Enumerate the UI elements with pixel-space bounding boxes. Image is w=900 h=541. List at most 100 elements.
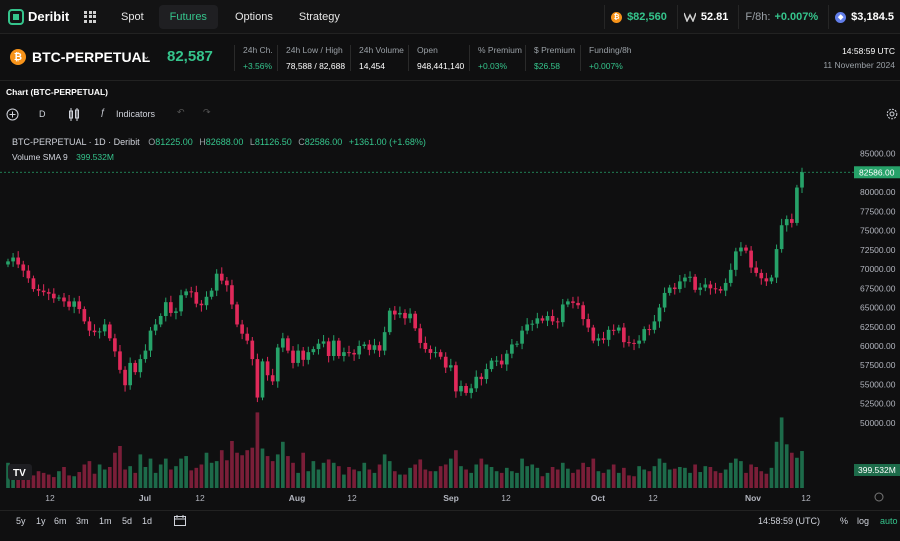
time-tick-label: Sep [443, 493, 459, 503]
volume-bar [392, 471, 397, 488]
candle-body [652, 321, 657, 330]
range-1d[interactable]: 1d [142, 516, 153, 526]
candle-body [245, 333, 250, 341]
volume-bar [102, 469, 107, 488]
ticker-funding[interactable]: F/8h: +0.007% [738, 5, 824, 29]
volume-bar [11, 477, 15, 488]
interval-selector[interactable]: D [39, 109, 46, 119]
bottom-time[interactable]: 14:58:59 (UTC) [758, 516, 821, 526]
candle-body [774, 249, 779, 278]
ticker-btc-value: $82,560 [627, 11, 667, 23]
volume-legend: Volume SMA 9 399.532M [12, 152, 114, 162]
volume-bar [474, 464, 479, 488]
chevron-down-icon[interactable]: ⌄ [142, 51, 151, 62]
volume-legend-value: 399.532M [76, 152, 114, 162]
candle-body [357, 346, 362, 355]
auto-toggle[interactable]: auto [880, 516, 898, 526]
add-symbol-icon[interactable] [6, 108, 19, 121]
stat-value: +0.03% [478, 61, 508, 71]
candle-body [235, 304, 239, 325]
candle-body [367, 344, 372, 350]
candle-body [174, 311, 178, 313]
range-5d[interactable]: 5d [122, 516, 133, 526]
ticker-eth[interactable]: ◆ $3,184.5 [828, 5, 900, 29]
candle-body [6, 261, 10, 265]
candle-body [464, 386, 468, 393]
range-6m[interactable]: 6m [54, 516, 67, 526]
price-chart[interactable]: 85000.0082500.0080000.0077500.0075000.00… [0, 128, 900, 510]
stat-dollar-premium: $ Premium $26.58 [525, 45, 575, 71]
volume-bar [72, 476, 76, 488]
volume-bar [377, 464, 382, 488]
stat-24h-volume: 24h Volume 14,454 [350, 45, 404, 71]
volume-bar [275, 454, 280, 488]
candle-body [26, 270, 31, 279]
candle-body [718, 289, 723, 291]
tab-strategy[interactable]: Strategy [298, 10, 340, 23]
settings-gear-icon[interactable] [886, 108, 898, 120]
axis-settings-icon[interactable] [874, 492, 884, 502]
volume-bar [622, 467, 626, 488]
tab-options[interactable]: Options [234, 10, 273, 23]
apps-grid-icon[interactable] [84, 10, 96, 23]
range-1y[interactable]: 1y [36, 516, 46, 526]
volume-bar [616, 472, 621, 488]
candle-body [67, 301, 71, 307]
candle-body [102, 324, 107, 332]
candle-body [601, 338, 606, 340]
volume-bar [545, 472, 550, 488]
candle-body [683, 277, 687, 282]
candle-body [143, 350, 148, 360]
log-toggle[interactable]: log [857, 516, 870, 526]
candle-body [560, 304, 565, 323]
instrument-name[interactable]: BTC-PERPETUAL [32, 49, 151, 65]
candle-body [184, 291, 188, 296]
tab-spot[interactable]: Spot [121, 10, 144, 23]
range-1m[interactable]: 1m [99, 516, 112, 526]
redo-icon[interactable]: ↷ [203, 107, 211, 117]
price-tick-label: 50000.00 [860, 418, 896, 428]
volume-bar [520, 458, 524, 488]
candle-body [581, 305, 585, 320]
candle-body [611, 329, 616, 331]
ticker-btc[interactable]: ₿ $82,560 [604, 5, 673, 29]
tab-futures[interactable]: Futures [158, 4, 218, 29]
indicators-icon[interactable]: ƒ [100, 107, 106, 117]
volume-bar [77, 472, 82, 488]
volume-bar [423, 469, 428, 488]
range-5y[interactable]: 5y [16, 516, 26, 526]
volume-bar [591, 458, 596, 488]
volume-bar [601, 472, 606, 488]
candle-body [734, 251, 738, 270]
volume-bar [41, 472, 46, 488]
stat-value: +0.007% [589, 61, 623, 71]
volume-bar [454, 450, 458, 488]
volume-bar [97, 464, 102, 488]
legend-open: 81225.00 [155, 137, 193, 147]
deribit-logo[interactable]: Deribit [8, 8, 70, 25]
candle-body [118, 351, 122, 370]
range-3m[interactable]: 3m [76, 516, 89, 526]
volume-bar [683, 467, 687, 488]
percent-toggle[interactable]: % [840, 516, 849, 526]
date-range-calendar-icon[interactable] [174, 515, 186, 526]
volume-bar [250, 447, 255, 488]
candle-body [728, 269, 733, 283]
volume-bar [504, 467, 509, 488]
ticker-dvol[interactable]: 52.81 [676, 5, 735, 29]
volume-bar [571, 472, 575, 488]
ticker-eth-value: $3,184.5 [851, 11, 894, 23]
volume-bar [357, 471, 362, 488]
indicators-button[interactable]: Indicators [116, 109, 156, 119]
undo-icon[interactable]: ↶ [177, 107, 185, 117]
volume-bar [713, 471, 718, 488]
candle-body [372, 345, 377, 350]
server-clock: 14:58:59 UTC 11 November 2024 [823, 46, 895, 70]
candle-body [347, 352, 351, 354]
candlestick-type-icon[interactable] [68, 108, 80, 121]
volume-bar [800, 451, 804, 488]
volume-bar [230, 440, 234, 488]
volume-bar [525, 466, 529, 488]
volume-bar [255, 412, 260, 488]
chart-legend: BTC-PERPETUAL · 1D · Deribit O81225.00 H… [12, 137, 426, 147]
